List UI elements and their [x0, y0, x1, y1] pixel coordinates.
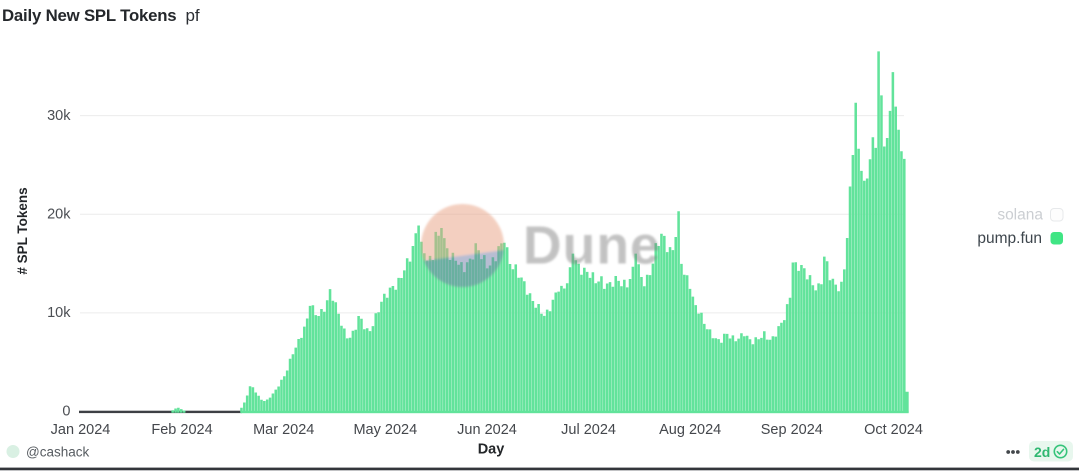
svg-text:Jul 2024: Jul 2024	[561, 422, 616, 438]
svg-text:Mar 2024: Mar 2024	[253, 422, 314, 438]
svg-text:2d: 2d	[1034, 444, 1050, 460]
svg-text:Dune: Dune	[523, 217, 661, 276]
svg-text:solana: solana	[997, 207, 1043, 224]
svg-text:Day: Day	[478, 442, 505, 458]
svg-text:Feb 2024: Feb 2024	[151, 422, 212, 438]
svg-text:@cashack: @cashack	[26, 445, 89, 460]
svg-text:20k: 20k	[47, 206, 71, 222]
svg-text:Oct 2024: Oct 2024	[864, 422, 923, 438]
svg-text:May 2024: May 2024	[353, 422, 417, 438]
svg-text:Sep 2024: Sep 2024	[761, 422, 823, 438]
svg-text:10k: 10k	[47, 305, 71, 321]
svg-text:# SPL Tokens: # SPL Tokens	[15, 187, 30, 274]
svg-text:Jan 2024: Jan 2024	[51, 422, 111, 438]
svg-text:0: 0	[62, 404, 70, 420]
svg-text:Aug 2024: Aug 2024	[659, 422, 721, 438]
svg-text:30k: 30k	[47, 108, 71, 124]
svg-text:pump.fun: pump.fun	[977, 230, 1042, 247]
svg-text:Jun 2024: Jun 2024	[457, 422, 517, 438]
